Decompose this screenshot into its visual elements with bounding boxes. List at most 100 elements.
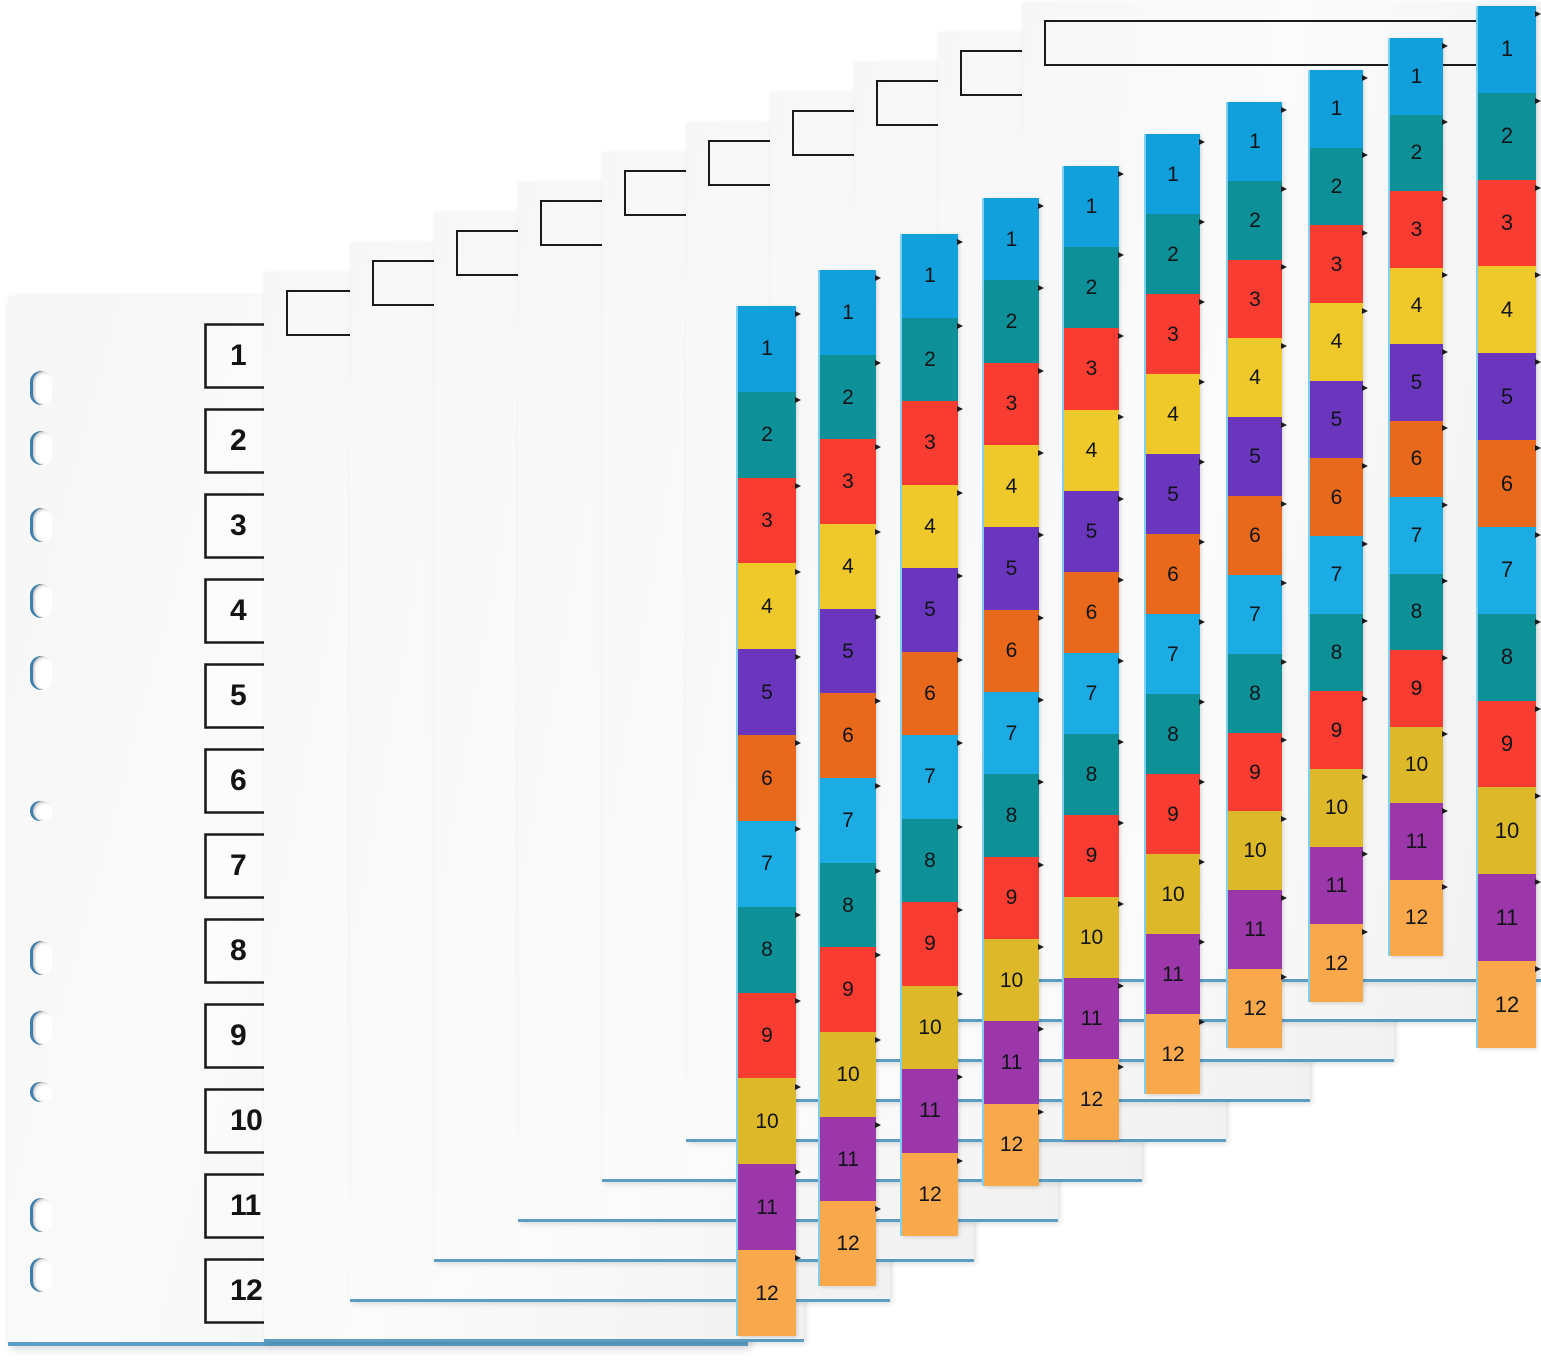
punch-hole <box>30 584 52 618</box>
color-tab: 4 <box>902 484 963 568</box>
sheet-bottom-edge <box>938 1019 1478 1022</box>
punch-hole <box>30 371 52 405</box>
punch-hole <box>30 508 52 542</box>
color-tab: 7 <box>1478 526 1541 614</box>
color-tab: 5 <box>1478 353 1541 441</box>
sheet-bottom-edge <box>8 1342 748 1346</box>
color-tab: 10 <box>1390 726 1448 803</box>
color-tab: 10 <box>902 985 963 1069</box>
index-row-number: 2 <box>230 424 247 457</box>
punch-hole <box>30 1082 52 1102</box>
color-tab-strip: 1 2 3 4 5 6 7 8 9 10 11 12 <box>1144 134 1205 1094</box>
color-tab: 6 <box>902 651 963 735</box>
punch-hole <box>30 941 52 975</box>
color-tab: 7 <box>738 820 801 907</box>
color-tab: 7 <box>1390 497 1448 574</box>
sheet-bottom-edge <box>434 1259 974 1262</box>
color-tab: 7 <box>1228 574 1287 654</box>
color-tab: 11 <box>1064 977 1124 1059</box>
color-tab: 12 <box>1064 1058 1124 1141</box>
color-tab: 3 <box>1064 328 1124 410</box>
color-tab: 11 <box>1390 803 1448 880</box>
color-tab: 5 <box>1064 490 1124 572</box>
strip-left-edge <box>1476 6 1478 1048</box>
index-row-number: 8 <box>230 934 247 967</box>
color-tab: 6 <box>1064 571 1124 654</box>
color-tab: 4 <box>984 444 1044 528</box>
color-tab: 10 <box>984 938 1044 1022</box>
strip-left-edge <box>1388 38 1390 956</box>
color-tab-strip: 1 2 3 4 5 6 7 8 9 10 11 12 <box>1308 70 1368 1003</box>
color-tab: 3 <box>1146 294 1205 374</box>
color-tab: 8 <box>1478 613 1541 701</box>
strip-left-edge <box>818 270 820 1286</box>
color-tab: 5 <box>1146 454 1205 534</box>
index-row-number: 7 <box>230 849 247 882</box>
color-tab: 5 <box>902 568 963 652</box>
color-tab: 11 <box>902 1069 963 1153</box>
color-tab: 6 <box>1478 440 1541 527</box>
index-row-number: 9 <box>230 1019 247 1052</box>
color-tab: 4 <box>820 524 881 609</box>
color-tab: 6 <box>738 735 801 821</box>
color-tab: 3 <box>1310 225 1368 304</box>
color-tab: 9 <box>902 902 963 986</box>
color-tab: 8 <box>738 906 801 993</box>
color-tab: 7 <box>1064 653 1124 735</box>
color-tab: 3 <box>820 439 881 525</box>
color-tab: 5 <box>820 608 881 694</box>
color-tab: 9 <box>1064 815 1124 897</box>
index-row-number: 4 <box>230 594 247 627</box>
color-tab: 1 <box>1310 70 1368 148</box>
color-tab: 11 <box>984 1021 1044 1104</box>
color-tab: 3 <box>1478 179 1541 267</box>
color-tab: 5 <box>984 527 1044 610</box>
punch-hole <box>30 656 52 690</box>
color-tab: 8 <box>902 818 963 902</box>
color-tab: 10 <box>1228 811 1287 891</box>
color-tab: 12 <box>738 1250 801 1336</box>
color-tab: 3 <box>902 401 963 485</box>
index-row-number: 5 <box>230 679 247 712</box>
color-tab: 5 <box>738 649 801 736</box>
color-tab: 6 <box>820 693 881 779</box>
color-tab: 10 <box>1064 896 1124 978</box>
color-tab: 10 <box>820 1032 881 1117</box>
index-row-number: 1 <box>230 339 247 372</box>
color-tab: 11 <box>1310 846 1368 925</box>
punch-hole <box>30 1198 52 1232</box>
color-tab-strip: 1 2 3 4 5 6 7 8 9 10 11 12 <box>1062 166 1124 1141</box>
color-tab: 2 <box>902 317 963 401</box>
strip-left-edge <box>736 306 738 1336</box>
color-tab-strip: 1 2 3 4 5 6 7 8 9 10 11 12 <box>1226 102 1287 1048</box>
color-tab: 3 <box>1228 259 1287 339</box>
color-tab-strip: 1 2 3 4 5 6 7 8 9 10 11 12 <box>818 270 881 1287</box>
index-row-number: 6 <box>230 764 247 797</box>
color-tab: 11 <box>738 1164 801 1251</box>
color-tab: 10 <box>1146 854 1205 934</box>
color-tab: 12 <box>1390 879 1448 956</box>
color-tab: 9 <box>1478 700 1541 788</box>
color-tab: 2 <box>1390 114 1448 191</box>
color-tab: 3 <box>1390 191 1448 268</box>
color-tab: 3 <box>984 362 1044 445</box>
color-tab: 4 <box>1146 374 1205 454</box>
color-tab: 2 <box>984 280 1044 363</box>
color-tab: 7 <box>902 735 963 819</box>
color-tab: 2 <box>1064 247 1124 329</box>
color-tab: 5 <box>1228 417 1287 497</box>
color-tab: 7 <box>820 778 881 863</box>
color-tab: 12 <box>820 1201 881 1287</box>
color-tab: 12 <box>902 1152 963 1236</box>
color-tab: 2 <box>1146 214 1205 294</box>
color-tab: 9 <box>984 856 1044 939</box>
color-tab: 6 <box>1228 496 1287 575</box>
color-tab: 6 <box>984 609 1044 692</box>
color-tab: 8 <box>1228 653 1287 733</box>
color-tab: 9 <box>1310 691 1368 770</box>
color-tab: 12 <box>984 1103 1044 1186</box>
punch-hole <box>30 1258 52 1292</box>
color-tab: 4 <box>738 563 801 650</box>
sheet-bottom-edge <box>264 1339 804 1342</box>
